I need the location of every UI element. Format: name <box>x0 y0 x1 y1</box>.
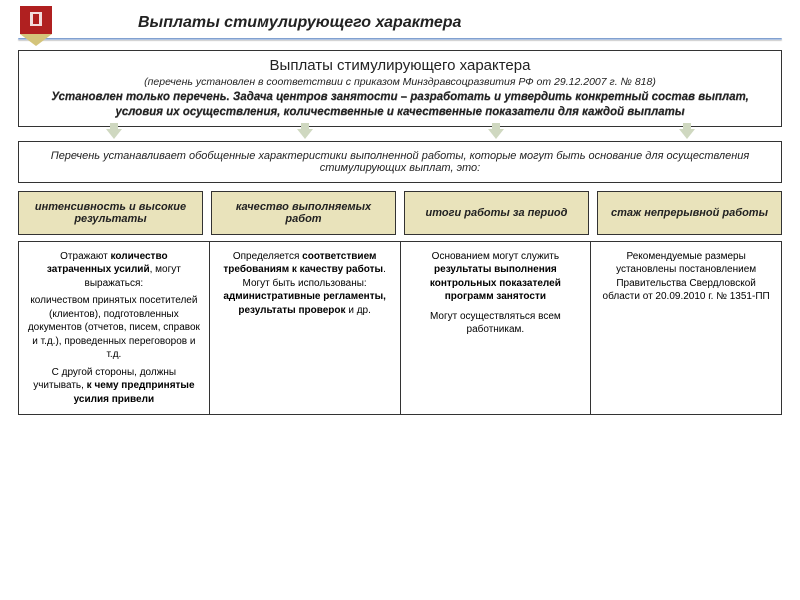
detail-cell-1: Отражают количество затраченных усилий, … <box>19 242 210 415</box>
category-results: итоги работы за период <box>404 191 589 235</box>
details-table: Отражают количество затраченных усилий, … <box>18 241 782 416</box>
title-divider <box>18 38 782 40</box>
arrow-down-icon <box>679 129 695 139</box>
text: количеством принятых посетителей (клиент… <box>27 294 201 362</box>
second-box: Перечень устанавливает обобщенные характ… <box>18 141 782 183</box>
category-tenure: стаж непрерывной работы <box>597 191 782 235</box>
text: Основанием могут служить <box>432 251 559 262</box>
categories-row: интенсивность и высокие результаты качес… <box>18 191 782 235</box>
main-box: Выплаты стимулирующего характера (перече… <box>18 50 782 127</box>
category-quality: качество выполняемых работ <box>211 191 396 235</box>
category-intensity: интенсивность и высокие результаты <box>18 191 203 235</box>
page-title: Выплаты стимулирующего характера <box>138 14 782 32</box>
text: Рекомендуемые размеры установлены постан… <box>599 250 773 304</box>
text: Могут осуществляться всем работникам. <box>409 310 583 337</box>
text: Отражают <box>60 251 110 262</box>
main-subtext: (перечень установлен в соответствии с пр… <box>29 76 771 88</box>
text: и др. <box>346 305 371 316</box>
main-heading: Выплаты стимулирующего характера <box>29 57 771 74</box>
text-bold: результаты выполнения контрольных показа… <box>430 264 561 302</box>
arrow-down-icon <box>106 129 122 139</box>
main-bold: Установлен только перечень. Задача центр… <box>29 90 771 120</box>
text-bold: к чему предпринятые усилия привели <box>74 380 195 405</box>
arrow-down-icon <box>488 129 504 139</box>
region-crest-icon <box>18 6 54 50</box>
detail-cell-2: Определяется соответствием требованиям к… <box>210 242 401 415</box>
detail-cell-4: Рекомендуемые размеры установлены постан… <box>591 242 781 415</box>
text: Определяется <box>233 251 302 262</box>
arrows-row <box>18 129 782 139</box>
arrow-down-icon <box>297 129 313 139</box>
detail-cell-3: Основанием могут служить результаты выпо… <box>401 242 592 415</box>
